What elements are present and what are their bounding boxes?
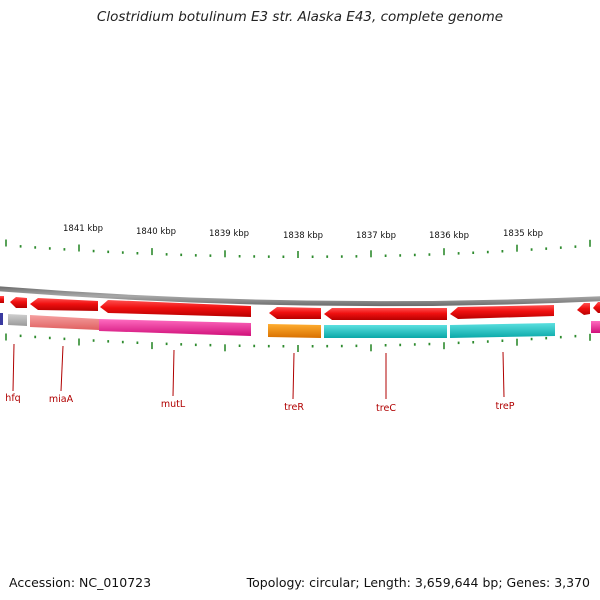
cds-arrow bbox=[100, 300, 251, 317]
gene-block-treC bbox=[324, 325, 447, 338]
cds-arrow bbox=[593, 302, 600, 313]
label-line-mutL bbox=[172, 349, 175, 397]
tick-label-1840: 1840 kbp bbox=[136, 227, 176, 237]
tick-label-1837: 1837 kbp bbox=[356, 231, 396, 241]
inner-scale-ticks bbox=[5, 333, 591, 352]
outer-scale-ticks bbox=[5, 239, 591, 258]
gene-label-hfq: hfq bbox=[5, 393, 20, 404]
label-line-treP bbox=[502, 351, 505, 398]
label-line-miaA bbox=[60, 345, 64, 392]
gene-label-treR: treR bbox=[284, 402, 304, 413]
topology-label: Topology: circular; Length: 3,659,644 bp… bbox=[246, 575, 590, 590]
gene-label-treC: treC bbox=[376, 403, 396, 414]
gene-label-lines bbox=[12, 343, 505, 400]
gene-block-treR bbox=[268, 324, 321, 338]
scale-tick-labels: 1841 kbp 1840 kbp 1839 kbp 1838 kbp 1837… bbox=[63, 224, 543, 241]
cds-arrow bbox=[0, 296, 4, 303]
genome-title: Clostridium botulinum E3 str. Alaska E43… bbox=[96, 9, 504, 25]
genome-backbone bbox=[0, 286, 600, 307]
accession-label: Accession: NC_010723 bbox=[9, 575, 152, 590]
gene-block-hfq bbox=[8, 314, 27, 326]
label-line-treR bbox=[292, 352, 295, 400]
cds-arrow bbox=[30, 298, 98, 311]
gene-block-left-edge bbox=[0, 313, 3, 325]
cds-arrow bbox=[10, 297, 27, 308]
cds-arrow bbox=[269, 307, 321, 319]
gene-label-miaA: miaA bbox=[49, 394, 74, 405]
gene-labels: hfq miaA mutL treR treC treP bbox=[5, 393, 514, 414]
gene-block-treP bbox=[450, 323, 555, 338]
tick-label-1839: 1839 kbp bbox=[209, 229, 249, 239]
tick-label-1841: 1841 kbp bbox=[63, 224, 103, 234]
cds-arrow bbox=[577, 303, 590, 315]
tick-label-1835: 1835 kbp bbox=[503, 229, 543, 239]
cds-track bbox=[0, 296, 600, 320]
tick-label-1836: 1836 kbp bbox=[429, 231, 469, 241]
cds-arrow bbox=[324, 308, 447, 320]
gene-track bbox=[0, 313, 600, 338]
gene-block-miaA bbox=[30, 315, 99, 330]
gene-block-mutL bbox=[99, 319, 251, 336]
cds-arrow bbox=[450, 305, 554, 319]
gene-label-mutL: mutL bbox=[161, 399, 186, 410]
tick-label-1838: 1838 kbp bbox=[283, 231, 323, 241]
label-line-hfq bbox=[12, 343, 15, 392]
gene-label-treP: treP bbox=[496, 401, 515, 412]
gene-block-right-edge bbox=[591, 321, 600, 333]
